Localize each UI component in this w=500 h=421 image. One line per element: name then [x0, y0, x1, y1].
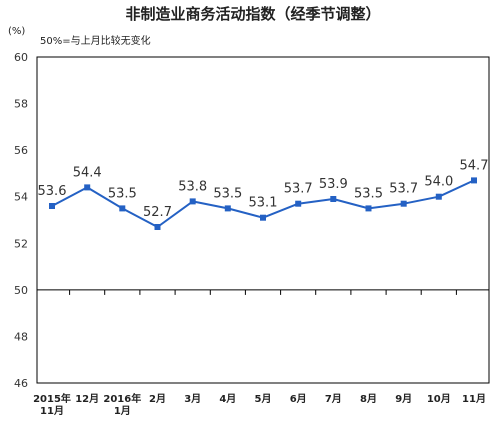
data-point-marker [84, 184, 91, 191]
x-tick-label: 11月 [462, 394, 486, 405]
data-label: 54.7 [460, 158, 489, 173]
y-tick-label: 60 [14, 51, 28, 64]
chart-title: 非制造业商务活动指数（经季节调整） [125, 5, 381, 23]
data-point-marker [49, 203, 55, 209]
x-tick-label: 5月 [254, 394, 272, 405]
data-point-marker [119, 205, 126, 212]
data-label: 53.9 [319, 177, 348, 192]
data-point-marker [154, 224, 161, 230]
x-tick-label: 6月 [289, 394, 307, 405]
x-tick-label: 12月 [75, 394, 100, 405]
x-tick-label: 2016年 1月 [103, 394, 142, 417]
data-label: 53.1 [249, 196, 278, 211]
data-point-marker [471, 177, 477, 184]
data-label: 54.0 [424, 175, 453, 190]
y-tick-label: 58 [14, 98, 28, 111]
x-tick-label: 10月 [426, 394, 451, 405]
y-tick-label: 48 [14, 330, 28, 343]
data-label: 53.7 [389, 182, 418, 197]
data-label: 53.6 [38, 184, 67, 199]
x-tick-label: 8月 [360, 394, 377, 405]
y-tick-label: 50 [14, 284, 28, 297]
data-point-marker [435, 193, 442, 200]
x-tick-label: 2月 [149, 394, 166, 405]
data-point-marker [330, 196, 337, 202]
data-label: 53.5 [354, 186, 383, 201]
data-point-marker [224, 205, 231, 212]
data-point-marker [260, 214, 266, 221]
data-point-marker [400, 200, 407, 207]
x-tick-label: 4月 [219, 394, 237, 405]
x-tick-label: 3月 [184, 394, 202, 405]
data-point-marker [365, 205, 372, 212]
data-label: 52.7 [143, 205, 172, 220]
y-unit-label: (%) [8, 26, 26, 37]
data-label: 53.8 [178, 179, 207, 194]
data-label: 53.5 [108, 186, 137, 201]
x-tick-label: 2015年 11月 [33, 394, 71, 417]
y-tick-label: 52 [14, 237, 28, 250]
reference-note: 50%=与上月比较无变化 [40, 36, 151, 47]
x-tick-label: 7月 [324, 394, 342, 405]
y-tick-label: 46 [14, 377, 28, 390]
y-tick-label: 54 [14, 191, 28, 204]
y-tick-label: 56 [14, 144, 28, 157]
data-label: 54.4 [73, 165, 102, 180]
data-point-marker [295, 200, 302, 207]
data-label: 53.7 [284, 182, 313, 197]
data-label: 53.5 [213, 186, 242, 201]
plot-frame [36, 56, 490, 384]
data-point-marker [189, 198, 196, 205]
x-tick-label: 9月 [395, 394, 413, 405]
